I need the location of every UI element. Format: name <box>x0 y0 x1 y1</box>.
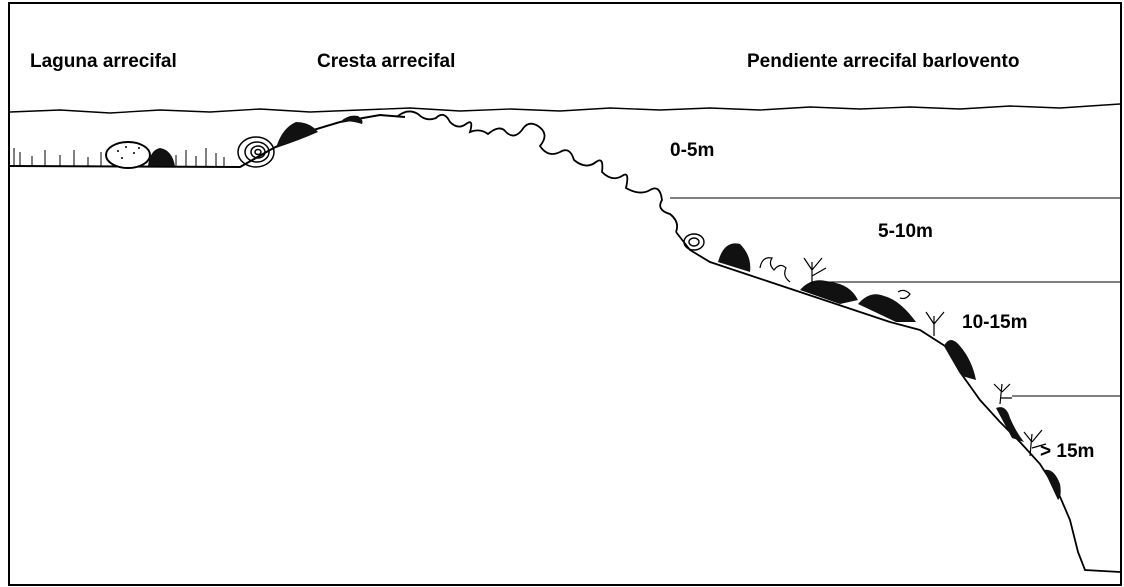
diagram-border <box>8 2 1122 586</box>
slope-spiral-coral <box>683 233 705 251</box>
depth-label-0-5m: 0-5m <box>670 140 715 161</box>
seagrass-marks <box>13 148 225 166</box>
crest-dark-rock-1 <box>276 122 318 148</box>
depth-label-5-10m: 5-10m <box>878 221 933 242</box>
sea-surface-line <box>9 103 1121 114</box>
slope-dark-rock-4 <box>944 340 976 380</box>
lagoon-floor <box>9 113 406 169</box>
lagoon-dark-rock <box>148 148 175 166</box>
slope-dark-rock-6 <box>1044 469 1061 500</box>
zone-label-slope: Pendiente arrecifal barlovento <box>747 51 1020 72</box>
rock-spots <box>117 146 140 159</box>
slope-dark-rock-2 <box>800 280 858 304</box>
fore-reef-slope <box>675 231 1121 573</box>
branching-corals <box>759 257 1047 457</box>
zone-label-lagoon: Laguna arrecifal <box>30 51 177 72</box>
crest-dark-rock-2 <box>340 115 363 124</box>
slope-dark-rock-5 <box>996 407 1024 442</box>
coral-spiral <box>237 136 275 168</box>
depth-label-over-15m: > 15m <box>1040 441 1095 462</box>
slope-dark-rock-1 <box>718 243 751 272</box>
crest-coral-branches <box>397 110 679 233</box>
slope-dark-rock-3 <box>858 294 916 322</box>
zone-label-crest: Cresta arrecifal <box>317 51 456 72</box>
lagoon-rock-spotted <box>105 141 151 169</box>
depth-label-10-15m: 10-15m <box>962 312 1028 333</box>
